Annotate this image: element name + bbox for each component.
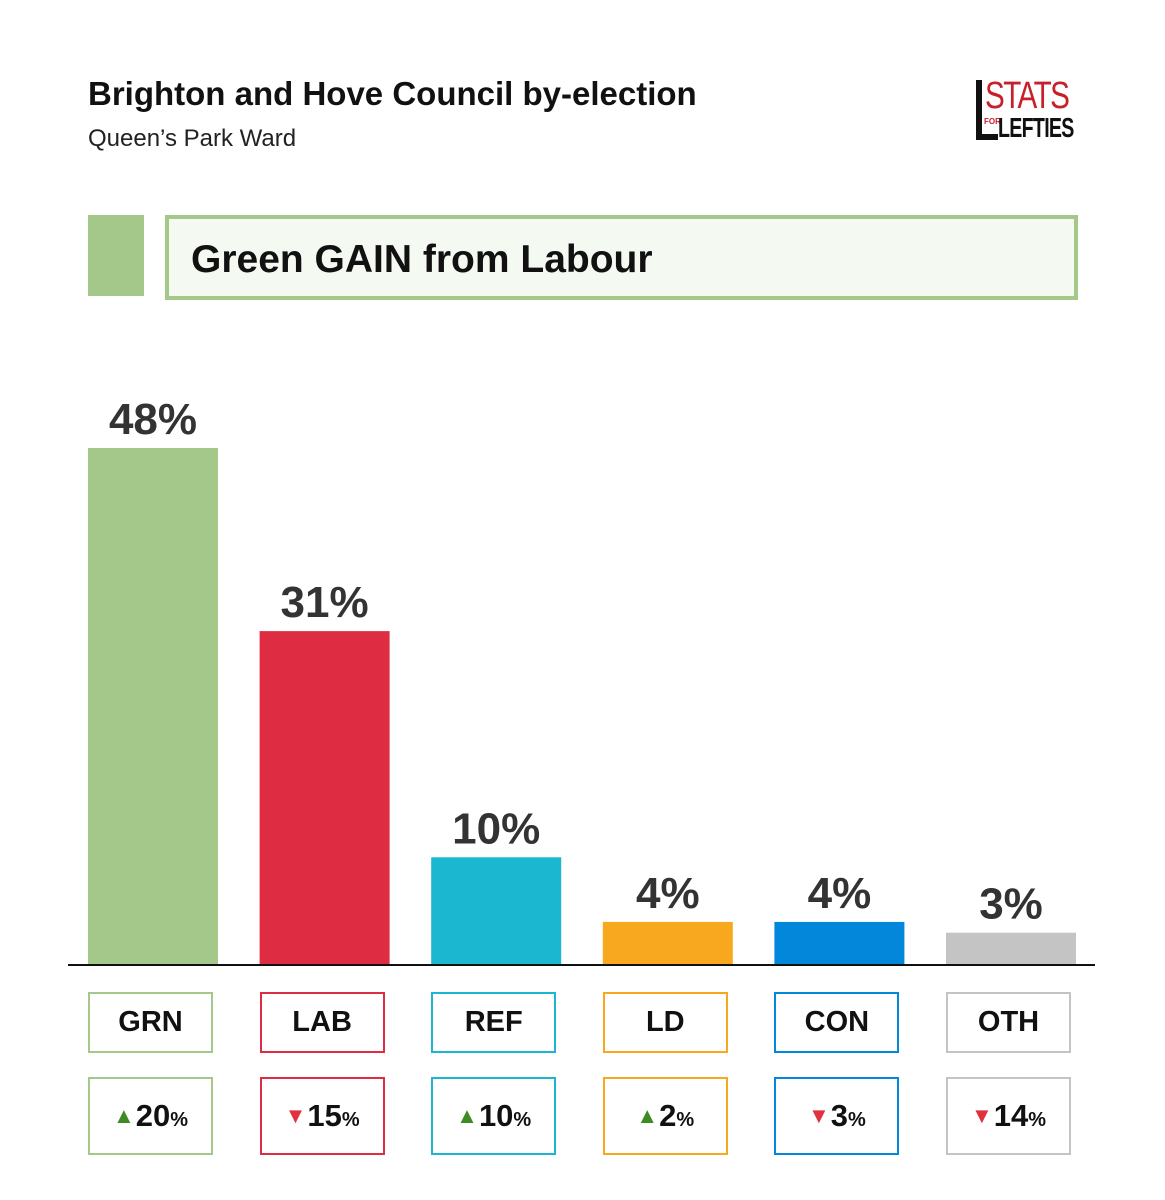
bar-con xyxy=(774,921,905,965)
party-label-grn: GRN xyxy=(88,992,213,1053)
value-label-ref: 10% xyxy=(452,804,540,853)
change-value: 10 xyxy=(478,1098,514,1133)
party-label-text: GRN xyxy=(118,1006,183,1038)
change-box-oth: ▼ 14% xyxy=(946,1077,1071,1155)
stats-for-lefties-logo: STATS FOR LEFTIES xyxy=(976,76,1074,144)
chart-subtitle: Queen’s Park Ward xyxy=(88,125,297,152)
triangle-up-icon: ▲ xyxy=(112,1103,135,1128)
change-box-ld: ▲ 2% xyxy=(602,1077,728,1155)
logo-bracket-horizontal xyxy=(976,134,998,140)
change-unit: % xyxy=(848,1108,866,1131)
triangle-down-icon: ▼ xyxy=(284,1103,307,1128)
change-unit: % xyxy=(170,1108,189,1131)
bar-ref xyxy=(431,857,562,965)
triangle-up-icon: ▲ xyxy=(636,1103,659,1128)
result-banner-text: Green GAIN from Labour xyxy=(191,238,653,281)
change-box-lab: ▼ 15% xyxy=(259,1077,385,1155)
party-label-text: CON xyxy=(804,1006,870,1038)
bar-chart: 48% 31% 10% 4% 4% 3% xyxy=(68,395,1095,966)
banner-color-swatch xyxy=(88,215,144,296)
party-label-ld: LD xyxy=(602,992,728,1053)
party-label-ref: REF xyxy=(431,992,557,1053)
logo-bracket-vertical xyxy=(976,80,982,140)
value-label-con: 4% xyxy=(808,869,872,918)
chart-title: Brighton and Hove Council by-election xyxy=(88,75,697,112)
party-label-text: OTH xyxy=(977,1006,1040,1038)
value-label-grn: 48% xyxy=(109,395,197,444)
value-label-oth: 3% xyxy=(979,880,1043,929)
logo-for-text: FOR xyxy=(984,117,1001,126)
change-value: 2 xyxy=(659,1098,677,1133)
logo-stats-text: STATS xyxy=(985,75,1070,117)
party-label-text: LD xyxy=(645,1006,685,1038)
change-unit: % xyxy=(513,1108,532,1131)
party-label-lab: LAB xyxy=(259,992,385,1053)
change-value: 3 xyxy=(830,1098,848,1133)
change-unit: % xyxy=(341,1108,360,1131)
change-box-ref: ▲ 10% xyxy=(431,1077,557,1155)
change-unit: % xyxy=(676,1108,695,1131)
value-label-ld: 4% xyxy=(636,869,700,918)
bar-grn xyxy=(88,448,218,965)
triangle-up-icon: ▲ xyxy=(456,1103,478,1128)
party-label-text: REF xyxy=(464,1006,523,1038)
change-value: 14 xyxy=(993,1098,1029,1133)
change-value: 20 xyxy=(135,1098,171,1133)
party-label-oth: OTH xyxy=(946,992,1071,1053)
party-label-con: CON xyxy=(774,992,900,1053)
party-label-text: LAB xyxy=(292,1006,352,1038)
logo-lefties-text: LEFTIES xyxy=(998,112,1074,143)
triangle-down-icon: ▼ xyxy=(807,1103,830,1128)
change-box-con: ▼ 3% xyxy=(774,1077,900,1155)
value-label-lab: 31% xyxy=(281,578,369,627)
bar-lab xyxy=(259,631,390,965)
triangle-down-icon: ▼ xyxy=(970,1103,993,1128)
bar-oth xyxy=(946,932,1076,965)
change-unit: % xyxy=(1028,1108,1047,1131)
change-box-grn: ▲ 20% xyxy=(88,1077,213,1155)
bar-ld xyxy=(602,921,733,965)
change-value: 15 xyxy=(307,1098,342,1133)
result-banner: Green GAIN from Labour xyxy=(165,215,1078,300)
